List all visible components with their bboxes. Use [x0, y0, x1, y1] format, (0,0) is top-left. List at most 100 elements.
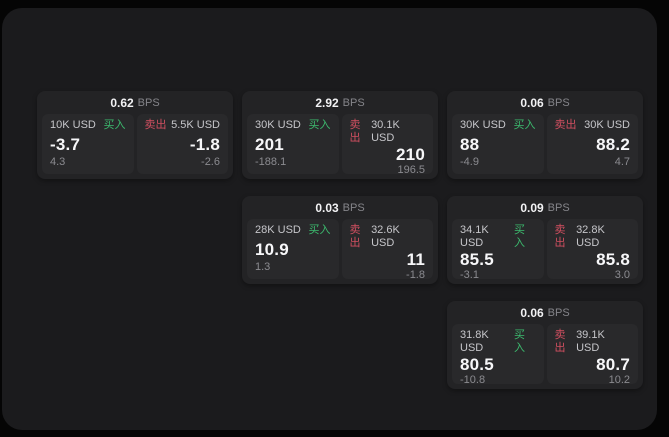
sell-tile[interactable]: 卖出 32.8K USD 85.8 3.0 — [546, 219, 638, 281]
sell-tag: 卖出 — [554, 329, 566, 354]
sell-tile-top: 卖出 32.6K USD — [350, 224, 426, 250]
buy-tile-top: 10K USD 买入 — [50, 119, 126, 132]
buy-tile[interactable]: 28K USD 买入 10.9 1.3 — [247, 219, 339, 279]
card-header: 0.03 BPS — [247, 196, 433, 219]
buy-tag: 买入 — [513, 329, 525, 354]
bps-value: 2.92 — [315, 95, 339, 110]
bps-value: 0.06 — [520, 95, 544, 110]
bps-unit-label: BPS — [342, 201, 365, 214]
buy-tile[interactable]: 30K USD 买入 88 -4.9 — [452, 114, 544, 174]
card-body: 31.8K USD 买入 80.5 -10.8 卖出 39.1K USD 80.… — [452, 324, 638, 386]
sell-tile-top: 卖出 39.1K USD — [555, 329, 631, 355]
bps-value: 0.09 — [520, 200, 544, 215]
quote-card: 0.09 BPS 34.1K USD 买入 85.5 -3.1 卖出 32.8K… — [447, 196, 643, 284]
sell-delta: -1.8 — [406, 269, 425, 281]
sell-delta: -2.6 — [201, 156, 220, 168]
sell-price: 88.2 — [596, 134, 630, 154]
sell-tile-top: 卖出 5.5K USD — [145, 119, 221, 132]
bps-value: 0.03 — [315, 200, 339, 215]
buy-delta: 1.3 — [255, 261, 271, 273]
card-body: 28K USD 买入 10.9 1.3 卖出 32.6K USD 11 -1.8 — [247, 219, 433, 281]
sell-tile-top: 卖出 30K USD — [555, 119, 631, 132]
sell-amount: 32.6K USD — [371, 224, 400, 249]
sell-tile[interactable]: 卖出 32.6K USD 11 -1.8 — [341, 219, 433, 281]
sell-amount: 30.1K USD — [371, 119, 400, 144]
sell-amount: 30K USD — [584, 119, 630, 131]
sell-price: 210 — [396, 145, 425, 164]
sell-tag: 卖出 — [554, 119, 577, 131]
card-body: 34.1K USD 买入 85.5 -3.1 卖出 32.8K USD 85.8… — [452, 219, 638, 281]
sell-tile[interactable]: 卖出 30.1K USD 210 196.5 — [341, 114, 433, 176]
buy-tag: 买入 — [308, 119, 331, 131]
buy-amount: 34.1K USD — [460, 224, 489, 249]
buy-tag: 买入 — [103, 119, 126, 131]
sell-delta: 196.5 — [397, 164, 425, 176]
bps-value: 0.06 — [520, 305, 544, 320]
buy-tile-top: 31.8K USD 买入 — [460, 329, 536, 355]
buy-tile-top: 28K USD 买入 — [255, 224, 331, 237]
sell-delta: 3.0 — [614, 269, 630, 281]
card-header: 0.62 BPS — [42, 91, 228, 114]
quote-card: 0.06 BPS 31.8K USD 买入 80.5 -10.8 卖出 39.1… — [447, 301, 643, 389]
sell-price: -1.8 — [189, 134, 220, 154]
buy-price: 201 — [255, 134, 284, 154]
buy-price: 88 — [460, 134, 480, 154]
quote-card: 0.06 BPS 30K USD 买入 88 -4.9 卖出 30K USD 8… — [447, 91, 643, 179]
buy-tile[interactable]: 31.8K USD 买入 80.5 -10.8 — [452, 324, 544, 386]
buy-amount: 10K USD — [50, 119, 96, 131]
buy-delta: -10.8 — [460, 374, 486, 386]
card-header: 0.09 BPS — [452, 196, 638, 219]
quote-card: 0.03 BPS 28K USD 买入 10.9 1.3 卖出 32.6K US… — [242, 196, 438, 284]
sell-amount: 32.8K USD — [576, 224, 605, 249]
sell-amount: 5.5K USD — [171, 119, 220, 131]
buy-delta: 4.3 — [50, 156, 66, 168]
sell-tile[interactable]: 卖出 30K USD 88.2 4.7 — [546, 114, 638, 174]
buy-price: -3.7 — [50, 134, 81, 154]
sell-tile[interactable]: 卖出 39.1K USD 80.7 10.2 — [546, 324, 638, 386]
bps-unit-label: BPS — [342, 96, 365, 109]
buy-delta: -3.1 — [460, 269, 479, 281]
card-body: 30K USD 买入 201 -188.1 卖出 30.1K USD 210 1… — [247, 114, 433, 176]
bps-unit-label: BPS — [547, 96, 570, 109]
buy-tile[interactable]: 10K USD 买入 -3.7 4.3 — [42, 114, 134, 174]
buy-tile-top: 30K USD 买入 — [255, 119, 331, 132]
sell-tag: 卖出 — [349, 224, 361, 249]
bps-unit-label: BPS — [137, 96, 160, 109]
buy-delta: -4.9 — [460, 156, 479, 168]
sell-price: 85.8 — [596, 250, 630, 269]
buy-tile[interactable]: 30K USD 买入 201 -188.1 — [247, 114, 339, 174]
buy-tile[interactable]: 34.1K USD 买入 85.5 -3.1 — [452, 219, 544, 281]
sell-amount: 39.1K USD — [576, 329, 605, 354]
quote-card: 0.62 BPS 10K USD 买入 -3.7 4.3 卖出 5.5K USD… — [37, 91, 233, 179]
card-header: 0.06 BPS — [452, 301, 638, 324]
main-panel: 0.62 BPS 10K USD 买入 -3.7 4.3 卖出 5.5K USD… — [2, 8, 657, 430]
buy-price: 85.5 — [460, 250, 494, 269]
buy-tag: 买入 — [513, 119, 536, 131]
sell-delta: 10.2 — [608, 374, 630, 386]
sell-tag: 卖出 — [349, 119, 361, 144]
card-body: 10K USD 买入 -3.7 4.3 卖出 5.5K USD -1.8 -2.… — [42, 114, 228, 174]
sell-delta: 4.7 — [614, 156, 630, 168]
card-header: 2.92 BPS — [247, 91, 433, 114]
sell-tile-top: 卖出 30.1K USD — [350, 119, 426, 145]
sell-tag: 卖出 — [554, 224, 566, 249]
buy-amount: 30K USD — [255, 119, 301, 131]
quote-card: 2.92 BPS 30K USD 买入 201 -188.1 卖出 30.1K … — [242, 91, 438, 179]
sell-tile[interactable]: 卖出 5.5K USD -1.8 -2.6 — [136, 114, 228, 174]
buy-delta: -188.1 — [255, 156, 287, 168]
buy-amount: 28K USD — [255, 224, 301, 236]
buy-amount: 30K USD — [460, 119, 506, 131]
quote-cards-grid: 0.62 BPS 10K USD 买入 -3.7 4.3 卖出 5.5K USD… — [37, 91, 643, 389]
buy-amount: 31.8K USD — [460, 329, 489, 354]
buy-tile-top: 34.1K USD 买入 — [460, 224, 536, 250]
card-body: 30K USD 买入 88 -4.9 卖出 30K USD 88.2 4.7 — [452, 114, 638, 174]
buy-tile-top: 30K USD 买入 — [460, 119, 536, 132]
buy-price: 10.9 — [255, 239, 289, 259]
sell-tile-top: 卖出 32.8K USD — [555, 224, 631, 250]
card-header: 0.06 BPS — [452, 91, 638, 114]
sell-tag: 卖出 — [144, 119, 167, 131]
bps-unit-label: BPS — [547, 201, 570, 214]
buy-tag: 买入 — [308, 224, 331, 236]
buy-tag: 买入 — [513, 224, 525, 249]
sell-price: 11 — [406, 250, 425, 269]
